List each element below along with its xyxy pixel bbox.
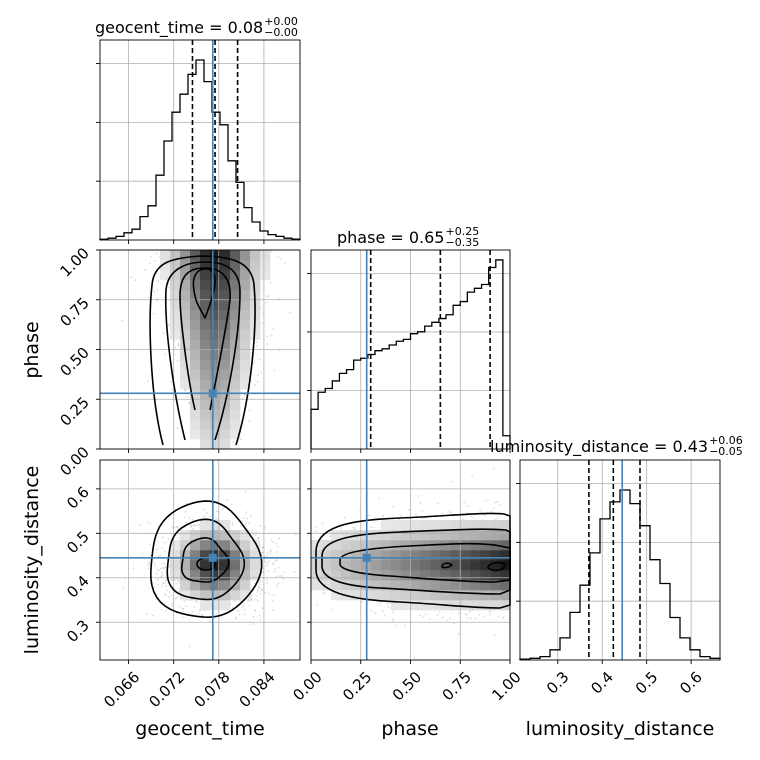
panel-phase-distance-contour-3 [441, 562, 453, 569]
ytick-label-phase-2: 0.50 [56, 344, 92, 380]
xtick-label-geocent_time-1: 0.072 [145, 668, 188, 711]
xtick-label-phase-4: 1.00 [488, 668, 524, 704]
panel-title-phase: phase = 0.65 [337, 228, 444, 247]
panel-title-sub-geocent_time: −0.00 [264, 26, 298, 39]
panel-phase-distance-contour-4 [487, 561, 506, 572]
truth-marker-01 [208, 389, 217, 398]
xtick-label-geocent_time-2: 0.078 [190, 668, 233, 711]
xaxis-label-luminosity_distance: luminosity_distance [526, 718, 715, 740]
ytick-label-luminosity_distance-3: 0.6 [63, 483, 93, 513]
frame-02 [99, 459, 301, 661]
panel-title-sub-luminosity_distance: −0.05 [709, 445, 743, 458]
xtick-label-phase-2: 0.50 [389, 668, 425, 704]
panel-title-sup-phase: +0.25 [445, 225, 479, 238]
yaxis-label-luminosity_distance: luminosity_distance [21, 466, 43, 655]
panel-geocent-phase-heatmap [160, 250, 271, 449]
histogram-luminosity_distance [519, 489, 721, 660]
panel-phase-distance-density [311, 467, 510, 659]
xtick-label-phase-1: 0.25 [339, 668, 375, 704]
panel-geocent-distance-contour-0 [150, 500, 263, 618]
xtick-label-phase-0: 0.00 [289, 668, 325, 704]
xaxis-label-phase: phase [381, 718, 438, 740]
truth-marker-02 [208, 553, 217, 562]
ytick-label-luminosity_distance-2: 0.5 [63, 527, 93, 557]
xaxis-label-geocent_time: geocent_time [135, 718, 264, 740]
panel-geocent-phase-density [121, 250, 291, 449]
ytick-label-phase-1: 0.25 [56, 393, 92, 429]
panel-geocent-distance-contour-2 [180, 537, 230, 583]
yaxis-label-phase: phase [21, 321, 43, 378]
panel-geocent-phase-contour-0 [149, 255, 256, 446]
panel-title-sup-luminosity_distance: +0.06 [709, 434, 743, 447]
ytick-label-phase-0: 0.00 [56, 443, 92, 479]
panel-geocent-phase-contour-1 [164, 261, 241, 441]
panel-geocent-phase-contour-3 [192, 268, 216, 319]
frame-diag-geocent_time [99, 39, 301, 241]
ytick-label-luminosity_distance-0: 0.3 [63, 616, 93, 646]
ytick-label-phase-3: 0.75 [56, 294, 92, 330]
frame-diag-luminosity_distance [519, 459, 721, 661]
histogram-geocent_time [99, 59, 301, 240]
panel-title-geocent_time: geocent_time = 0.08 [95, 18, 263, 38]
panel-geocent-distance-contour-1 [166, 518, 246, 601]
xtick-label-luminosity_distance-0: 0.3 [543, 668, 573, 698]
panel-geocent-phase-contour-2 [179, 267, 231, 411]
xtick-label-luminosity_distance-2: 0.5 [632, 668, 662, 698]
histogram-phase [310, 259, 511, 449]
panel-title-luminosity_distance: luminosity_distance = 0.43 [490, 437, 708, 457]
xtick-label-luminosity_distance-1: 0.4 [587, 668, 617, 698]
xtick-label-geocent_time-3: 0.084 [236, 668, 279, 711]
panel-geocent-distance-density [122, 490, 297, 648]
xtick-label-luminosity_distance-3: 0.6 [676, 668, 706, 698]
panel-geocent-distance-heatmap [170, 520, 261, 611]
panel-title-sup-geocent_time: +0.00 [264, 15, 298, 28]
xtick-label-geocent_time-0: 0.066 [100, 668, 143, 711]
truth-marker-12 [362, 553, 371, 562]
xtick-label-phase-3: 0.75 [439, 668, 475, 704]
ytick-label-phase-4: 1.00 [56, 244, 92, 280]
ytick-label-luminosity_distance-1: 0.4 [63, 572, 93, 602]
panel-title-sub-phase: −0.35 [445, 236, 479, 249]
